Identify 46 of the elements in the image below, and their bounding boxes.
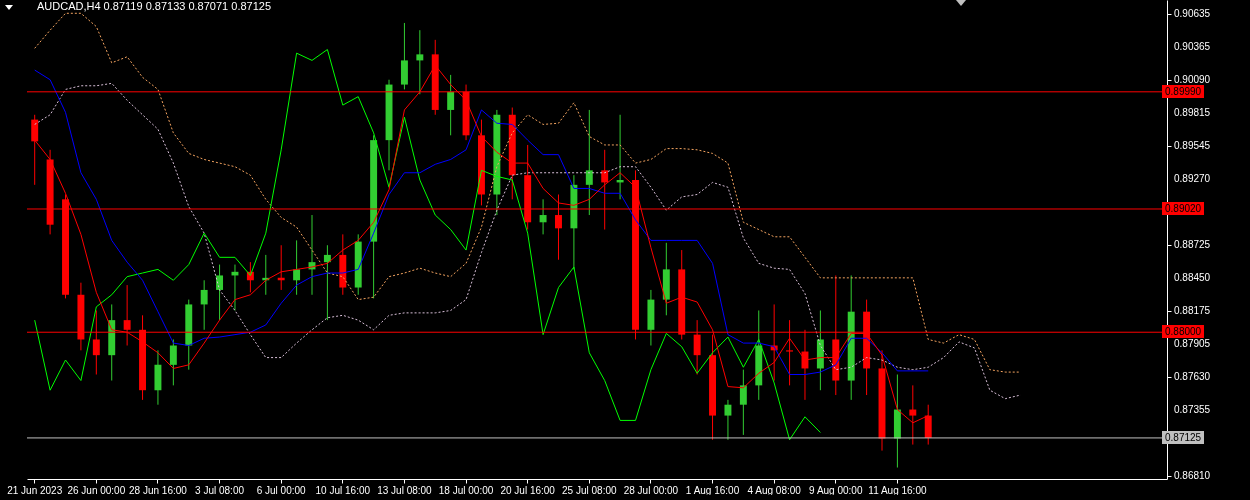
x-tick-label: 13 Jul 08:00 (377, 484, 433, 496)
y-tick-label: 0.87355 (1174, 404, 1211, 416)
chart-title: AUDCAD,H4 0.87119 0.87133 0.87071 0.87125 (37, 0, 272, 12)
line-series (34, 12, 1022, 373)
candlestick (447, 74, 455, 136)
x-tick-label: 26 Jun 00:00 (67, 484, 126, 496)
x-tick-label: 20 Jul 16:00 (500, 484, 556, 496)
x-tick-label: 18 Jul 00:00 (438, 484, 494, 496)
x-tick-label: 21 Jun 2023 (7, 484, 63, 496)
candlestick (539, 198, 547, 235)
ref-line-label: 0.89990 (1162, 84, 1205, 98)
y-tick-label: 0.89270 (1174, 172, 1211, 184)
x-tick-label: 28 Jun 16:00 (129, 484, 188, 496)
y-tick-label: 0.87630 (1174, 370, 1211, 382)
ref-line-label: 0.88000 (1162, 325, 1205, 339)
candlestick (739, 369, 747, 436)
x-tick-label: 11 Aug 16:00 (868, 484, 927, 496)
x-tick-label: 1 Aug 16:00 (685, 484, 740, 496)
x-tick-label: 10 Jul 16:00 (315, 484, 371, 496)
line-series (34, 49, 821, 441)
candlestick (416, 29, 424, 95)
y-tick-label: 0.88175 (1174, 305, 1211, 317)
y-tick-label: 0.88450 (1174, 271, 1211, 283)
candlestick (724, 399, 732, 441)
y-tick-label: 0.90635 (1174, 7, 1211, 19)
x-tick-label: 28 Jul 00:00 (623, 484, 679, 496)
y-tick-label: 0.90090 (1174, 73, 1211, 85)
candlestick (293, 239, 301, 296)
y-tick-label: 0.87905 (1174, 337, 1211, 349)
y-tick-label: 0.89815 (1174, 106, 1211, 118)
y-tick-label: 0.89545 (1174, 139, 1211, 151)
candlestick (200, 279, 208, 331)
x-tick-label: 3 Jul 08:00 (195, 484, 245, 496)
y-tick-label: 0.86810 (1174, 469, 1211, 481)
candlestick (323, 244, 331, 321)
x-tick-label: 25 Jul 08:00 (562, 484, 617, 496)
candlestick (169, 338, 177, 386)
x-tick-label: 4 Aug 08:00 (747, 484, 802, 496)
x-tick-label: 6 Jul 00:00 (256, 484, 307, 496)
y-tick-label: 0.90365 (1174, 40, 1211, 52)
x-tick-label: 9 Aug 00:00 (809, 484, 863, 496)
candlestick (585, 109, 593, 216)
ref-line-label: 0.87125 (1162, 430, 1205, 444)
candlestick (216, 264, 224, 321)
ref-line-label: 0.89020 (1162, 201, 1205, 215)
y-tick-label: 0.88725 (1174, 238, 1211, 250)
